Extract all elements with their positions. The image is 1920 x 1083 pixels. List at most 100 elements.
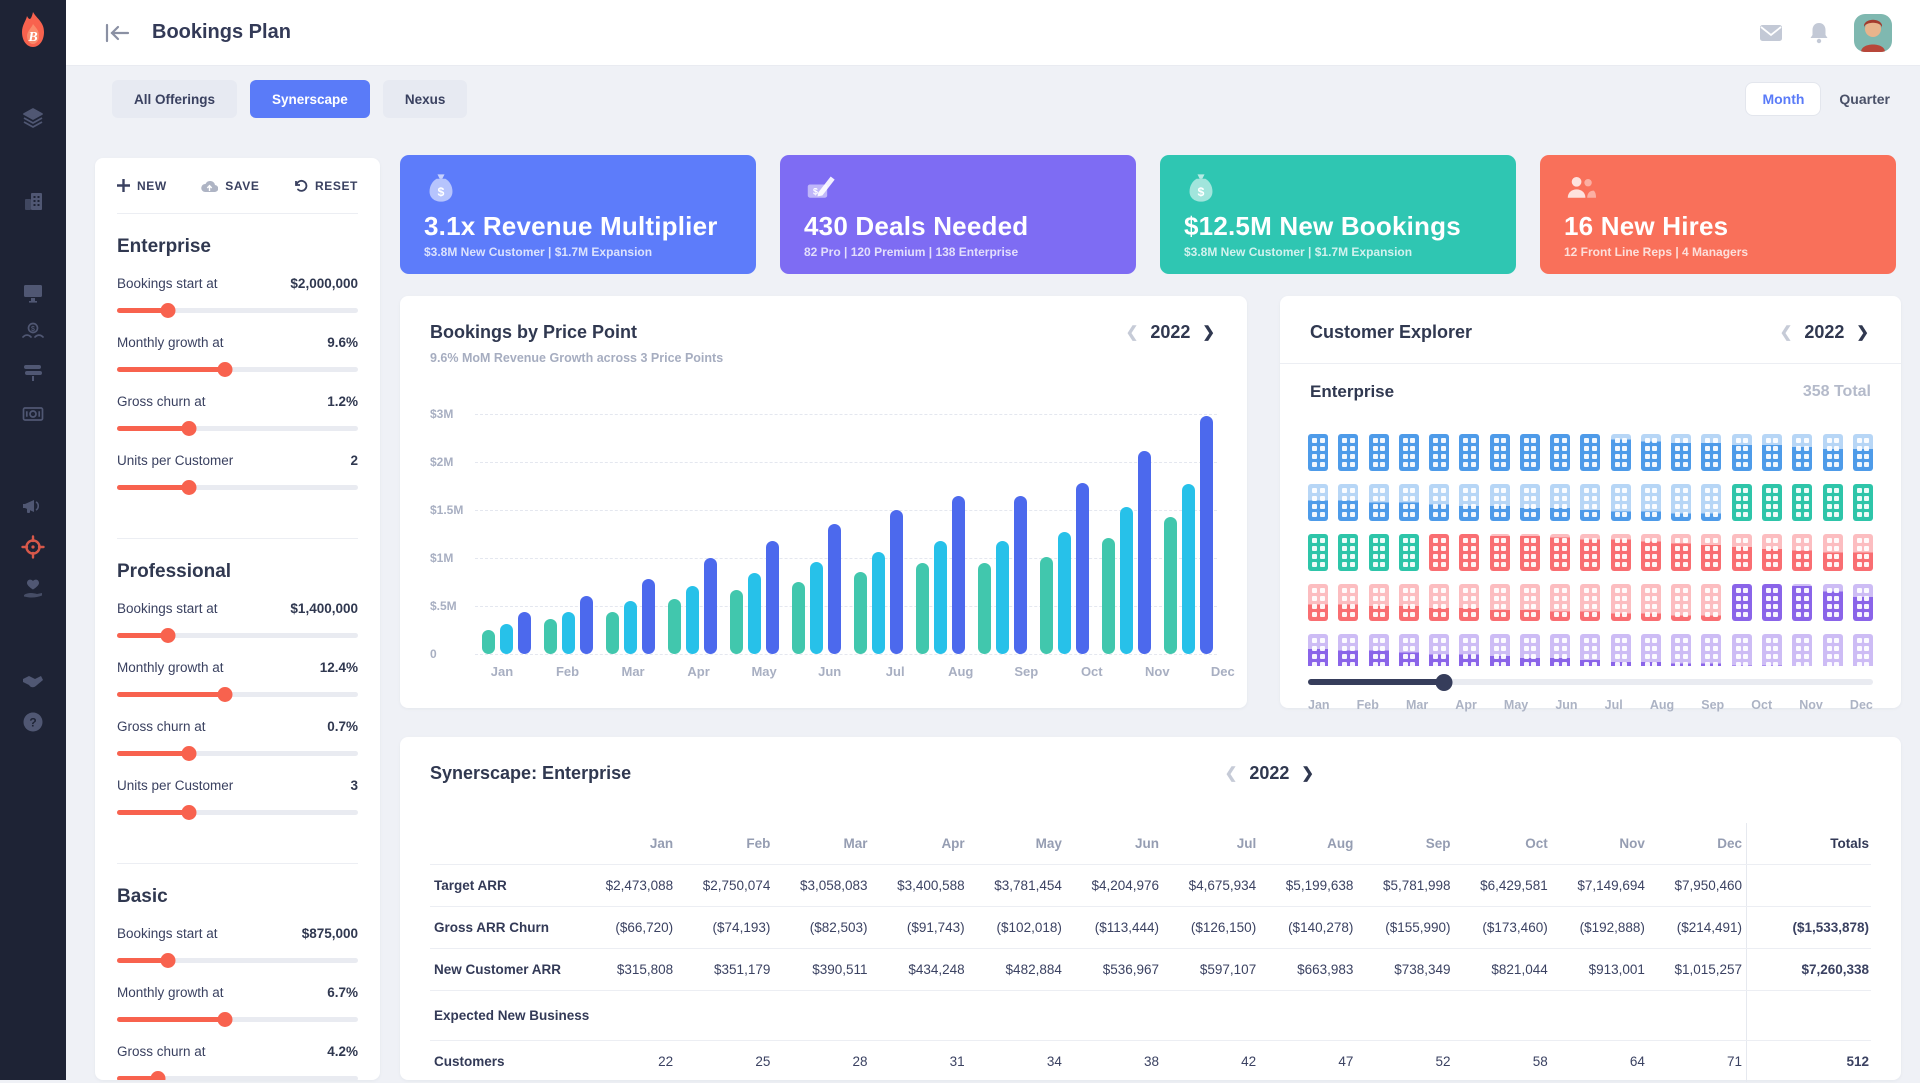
building-icon-blue[interactable] — [1368, 484, 1389, 521]
bar-price_point_2-jul[interactable] — [872, 552, 885, 654]
kpi-card-new-bookings[interactable]: $ $12.5M New Bookings $3.8M New Customer… — [1160, 155, 1516, 274]
slider-track[interactable] — [117, 426, 358, 431]
slider-track[interactable] — [117, 810, 358, 815]
building-icon-blue[interactable] — [1580, 434, 1601, 471]
new-button[interactable]: NEW — [117, 179, 167, 193]
building-icon-purple[interactable] — [1822, 634, 1843, 666]
reset-button[interactable]: RESET — [294, 179, 358, 193]
building-icon-red[interactable] — [1489, 534, 1510, 571]
tab-all-offerings[interactable]: All Offerings — [112, 80, 238, 118]
building-icon-blue[interactable] — [1550, 434, 1571, 471]
building-icon-red[interactable] — [1429, 534, 1450, 571]
bar-price_point_3-mar[interactable] — [642, 579, 655, 654]
building-icon-blue[interactable] — [1398, 484, 1419, 521]
slider-handle[interactable] — [150, 1071, 166, 1080]
kpi-card-new-hires[interactable]: 16 New Hires 12 Front Line Reps | 4 Mana… — [1540, 155, 1896, 274]
slider-handle[interactable] — [217, 1012, 233, 1027]
slider-track[interactable] — [117, 485, 358, 490]
building-icon-blue[interactable] — [1429, 434, 1450, 471]
heart-hand-icon[interactable] — [21, 577, 45, 601]
slider-track[interactable] — [117, 692, 358, 697]
signpost-icon[interactable] — [21, 360, 45, 384]
building-icon-red[interactable] — [1459, 534, 1480, 571]
building-icon-purple[interactable] — [1761, 634, 1782, 666]
building-icon-purple[interactable] — [1701, 634, 1722, 666]
building-icon-red[interactable] — [1368, 584, 1389, 621]
building-icon-blue[interactable] — [1701, 434, 1722, 471]
building-icon-blue[interactable] — [1610, 434, 1631, 471]
bar-price_point_3-apr[interactable] — [704, 558, 717, 654]
handshake-icon[interactable] — [21, 670, 45, 694]
building-icon-blue[interactable] — [1852, 434, 1873, 471]
building-icon-blue[interactable] — [1550, 484, 1571, 521]
building-icon-blue[interactable] — [1429, 484, 1450, 521]
bar-price_point_1-feb[interactable] — [544, 619, 557, 654]
building-icon-blue[interactable] — [1610, 484, 1631, 521]
tab-synerscape[interactable]: Synerscape — [250, 80, 370, 118]
building-icon-purple[interactable] — [1398, 634, 1419, 666]
building-icon-teal[interactable] — [1731, 484, 1752, 521]
slider-track[interactable] — [117, 308, 358, 313]
building-icon-red[interactable] — [1519, 584, 1540, 621]
slider-handle[interactable] — [160, 628, 176, 643]
building-icon-purple[interactable] — [1640, 634, 1661, 666]
bar-price_point_3-sep[interactable] — [1014, 496, 1027, 654]
building-icon-purple[interactable] — [1580, 634, 1601, 666]
bar-price_point_2-oct[interactable] — [1058, 532, 1071, 654]
building-icon-purple[interactable] — [1731, 634, 1752, 666]
building-icon-blue[interactable] — [1671, 484, 1692, 521]
chart-next-year-chevron-icon[interactable]: ❯ — [1202, 324, 1215, 341]
bar-price_point_2-may[interactable] — [748, 573, 761, 654]
slider-handle[interactable] — [160, 303, 176, 318]
bar-price_point_3-jun[interactable] — [828, 524, 841, 654]
building-icon-red[interactable] — [1550, 534, 1571, 571]
building-icon-red[interactable] — [1580, 584, 1601, 621]
building-icon-red[interactable] — [1671, 534, 1692, 571]
building-icon-blue[interactable] — [1761, 434, 1782, 471]
explorer-next-year-chevron-icon[interactable]: ❯ — [1856, 324, 1869, 341]
building-icon-teal[interactable] — [1761, 484, 1782, 521]
building-icon-red[interactable] — [1701, 534, 1722, 571]
bar-price_point_2-nov[interactable] — [1120, 507, 1133, 654]
building-icon-blue[interactable] — [1701, 484, 1722, 521]
kpi-card-revenue-multiplier[interactable]: $ 3.1x Revenue Multiplier $3.8M New Cust… — [400, 155, 756, 274]
bar-price_point_3-aug[interactable] — [952, 496, 965, 654]
building-icon-red[interactable] — [1640, 584, 1661, 621]
building-icon-blue[interactable] — [1398, 434, 1419, 471]
save-button[interactable]: SAVE — [201, 179, 259, 193]
building-icon-purple[interactable] — [1308, 634, 1328, 666]
slider-handle[interactable] — [181, 421, 197, 436]
slider-gross-churn-at[interactable] — [117, 421, 358, 436]
slider-bookings-start-at[interactable] — [117, 953, 358, 968]
bar-price_point_1-mar[interactable] — [606, 612, 619, 654]
layers-icon[interactable] — [21, 106, 45, 130]
slider-handle[interactable] — [160, 953, 176, 968]
building-icon-blue[interactable] — [1580, 484, 1601, 521]
building-icon-red[interactable] — [1459, 584, 1480, 621]
building-icon-red[interactable] — [1822, 534, 1843, 571]
slider-track[interactable] — [117, 958, 358, 963]
bell-icon[interactable] — [1806, 20, 1832, 46]
table-prev-year-chevron-icon[interactable]: ❮ — [1224, 765, 1238, 782]
building-icon-blue[interactable] — [1822, 434, 1843, 471]
building-icon-blue[interactable] — [1640, 484, 1661, 521]
money-bill-icon[interactable] — [21, 402, 45, 426]
bar-price_point_1-nov[interactable] — [1102, 538, 1115, 654]
slider-track[interactable] — [117, 1017, 358, 1022]
bar-price_point_2-aug[interactable] — [934, 541, 947, 654]
building-icon-purple[interactable] — [1459, 634, 1480, 666]
user-avatar[interactable] — [1854, 13, 1892, 52]
building-icon-purple[interactable] — [1338, 634, 1359, 666]
building-icon-purple[interactable] — [1519, 634, 1540, 666]
bar-price_point_3-jan[interactable] — [518, 612, 531, 654]
building-icon-red[interactable] — [1852, 534, 1873, 571]
monitor-icon[interactable] — [21, 281, 45, 305]
building-icon-teal[interactable] — [1822, 484, 1843, 521]
building-icon-purple[interactable] — [1731, 584, 1752, 621]
building-icon-purple[interactable] — [1489, 634, 1510, 666]
bar-price_point_2-dec[interactable] — [1182, 484, 1195, 654]
bar-price_point_1-oct[interactable] — [1040, 557, 1053, 654]
slider-track[interactable] — [117, 1076, 358, 1080]
building-icon-blue[interactable] — [1519, 484, 1540, 521]
slider-gross-churn-at[interactable] — [117, 1071, 358, 1080]
